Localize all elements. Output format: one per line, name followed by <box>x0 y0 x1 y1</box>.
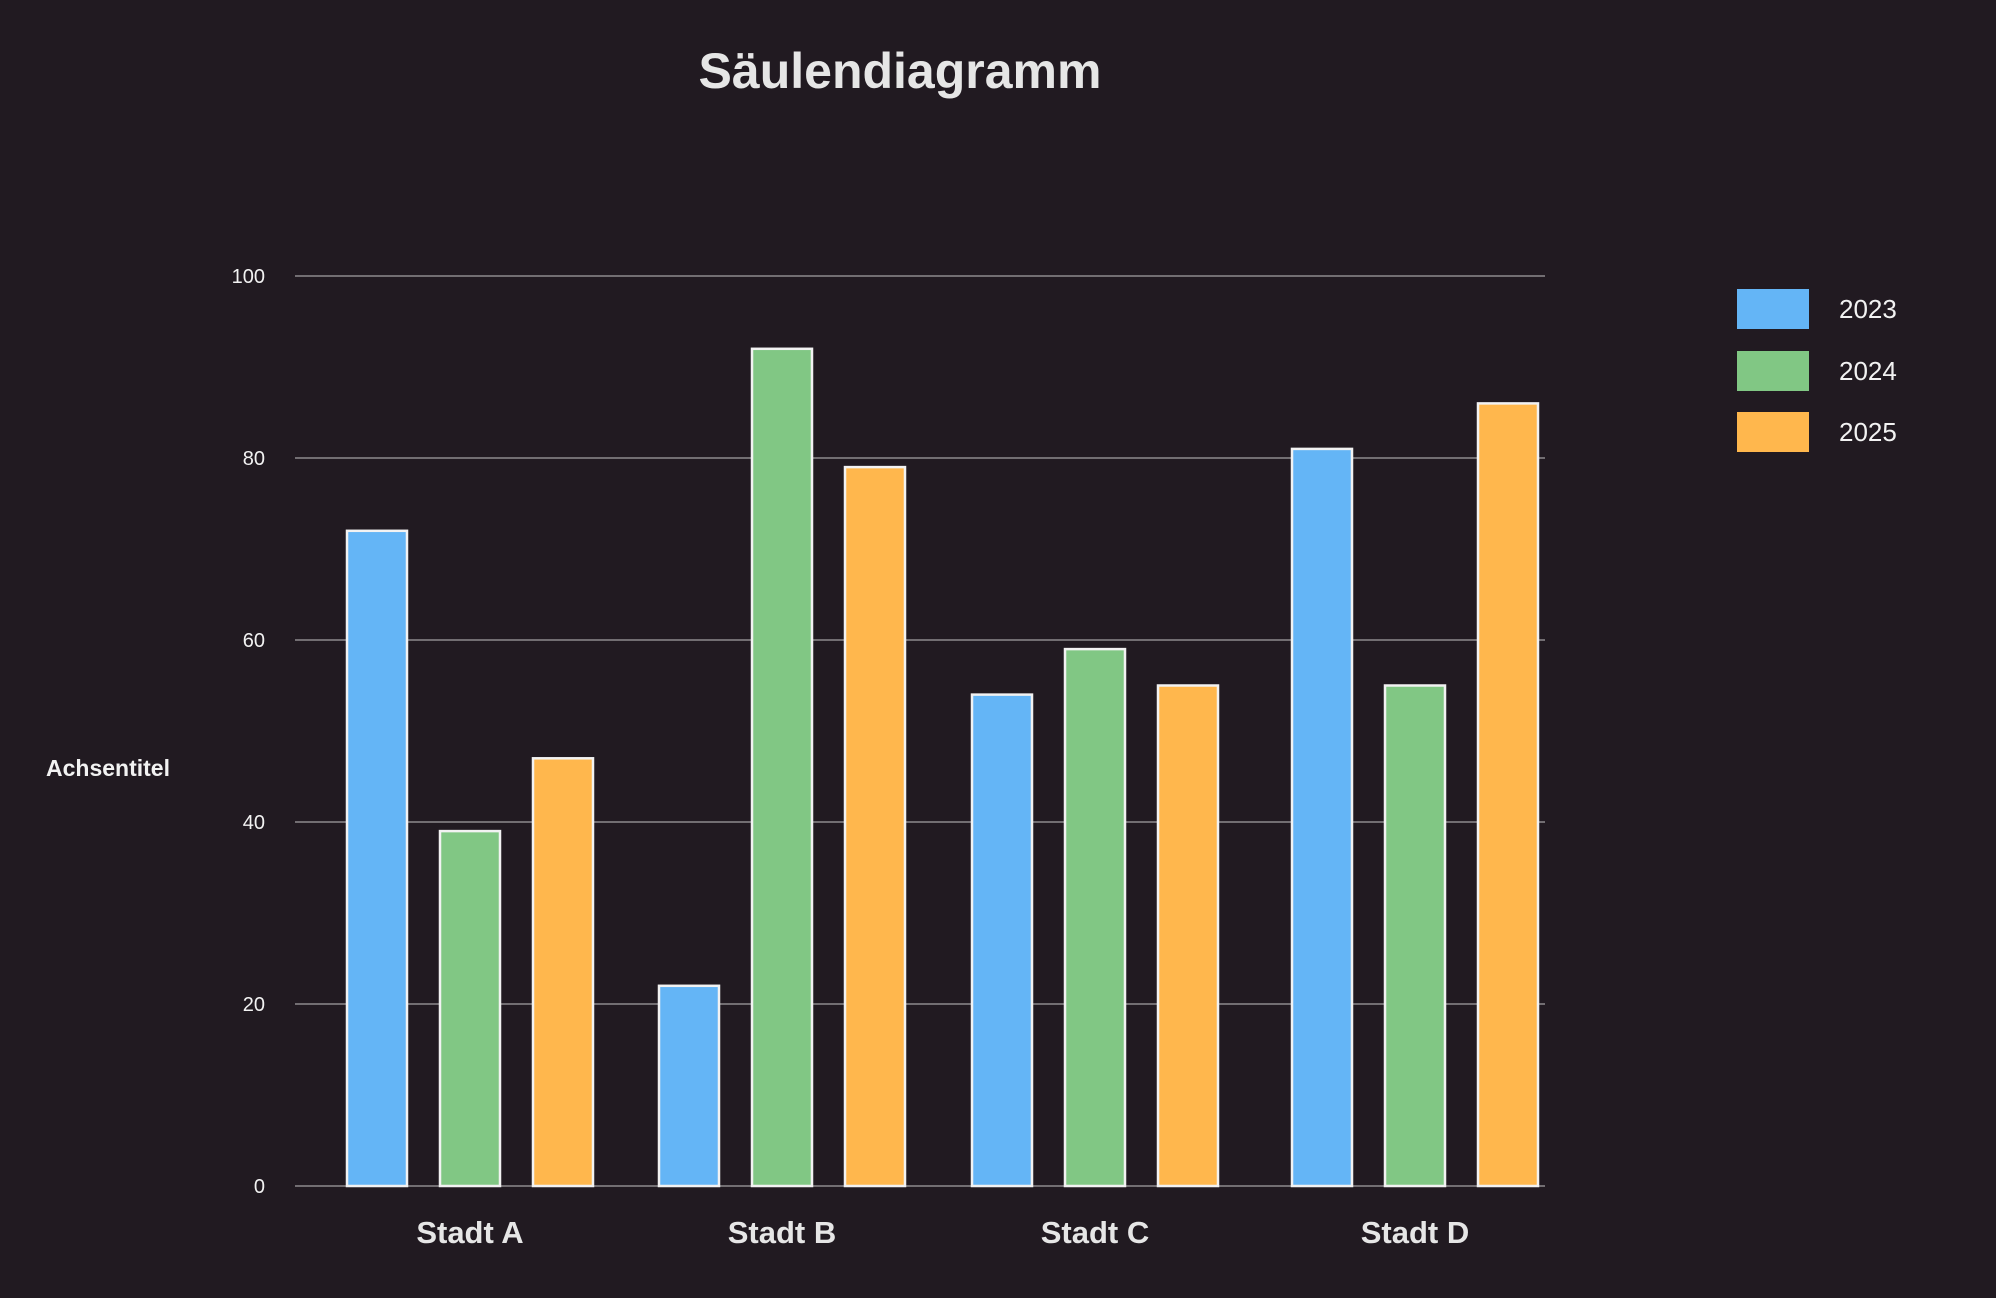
bar-stadt-c-2025 <box>1156 684 1220 1188</box>
legend-label: 2023 <box>1839 294 1897 324</box>
bar-stadt-a-2025 <box>531 757 595 1188</box>
y-tick-label: 100 <box>232 266 265 288</box>
bar-stadt-d-2023 <box>1290 447 1354 1188</box>
bar-stadt-d-2025 <box>1476 402 1540 1188</box>
legend-label: 2025 <box>1839 417 1897 447</box>
legend-item-2024: 2024 <box>1737 351 1897 391</box>
y-tick-label: 40 <box>243 812 265 834</box>
y-tick-label: 20 <box>243 994 265 1016</box>
bar-stadt-b-2024 <box>750 347 814 1188</box>
chart-title: Säulendiagramm <box>699 43 1102 99</box>
bar-stadt-d-2024 <box>1383 684 1447 1188</box>
bar-stadt-a-2023 <box>345 529 409 1188</box>
bars <box>345 347 1540 1188</box>
bar-stadt-c-2023 <box>970 693 1034 1188</box>
legend-label: 2024 <box>1839 356 1897 386</box>
legend: 2023 2024 2025 <box>1737 289 1897 452</box>
legend-item-2023: 2023 <box>1737 289 1897 329</box>
bar-stadt-c-2024 <box>1063 647 1127 1188</box>
legend-swatch <box>1737 289 1809 329</box>
y-tick-label: 0 <box>254 1176 265 1198</box>
x-category-label: Stadt A <box>416 1215 523 1250</box>
y-tick-label: 60 <box>243 630 265 652</box>
y-tick-label: 80 <box>243 448 265 470</box>
legend-item-2025: 2025 <box>1737 412 1897 452</box>
y-axis-title: Achsentitel <box>46 755 170 781</box>
x-category-label: Stadt D <box>1361 1215 1470 1250</box>
legend-swatch <box>1737 412 1809 452</box>
bar-stadt-b-2023 <box>657 984 721 1188</box>
bar-stadt-a-2024 <box>438 829 502 1188</box>
legend-swatch <box>1737 351 1809 391</box>
x-category-label: Stadt B <box>728 1215 837 1250</box>
x-category-label: Stadt C <box>1041 1215 1150 1250</box>
x-axis-categories: Stadt A Stadt B Stadt C Stadt D <box>416 1215 1469 1250</box>
bar-stadt-b-2025 <box>843 465 907 1188</box>
y-axis-ticks: 0 20 40 60 80 100 <box>232 266 265 1198</box>
